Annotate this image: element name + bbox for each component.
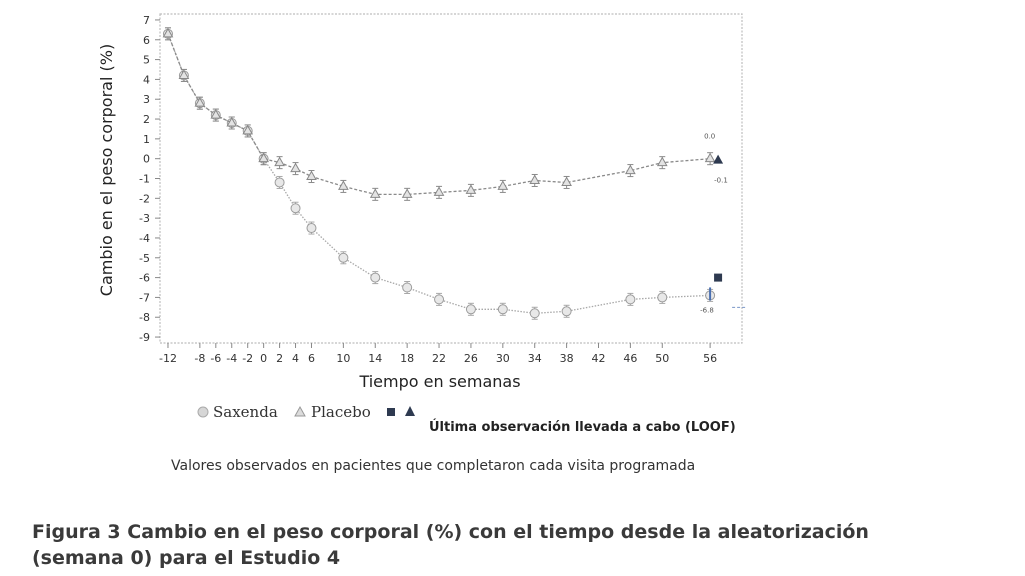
x-tick-label: 4 [292, 352, 299, 365]
x-tick-label: 18 [400, 352, 414, 365]
data-point-saxenda [338, 252, 349, 263]
data-point-saxenda [497, 304, 508, 315]
data-point-placebo [465, 184, 477, 194]
x-tick-label: 22 [432, 352, 446, 365]
legend-saxenda-marker [197, 406, 209, 418]
y-axis-label: Cambio en el peso corporal (%) [97, 44, 116, 296]
data-point-placebo [274, 156, 285, 167]
figure-title-line1: Figura 3 Cambio en el peso corporal (%) … [32, 521, 869, 543]
data-point-saxenda [625, 294, 636, 305]
data-point-placebo [656, 156, 668, 167]
data-point-placebo [226, 116, 238, 127]
x-tick-label: -6 [210, 352, 221, 365]
data-point-saxenda [370, 272, 381, 283]
data-point-saxenda [290, 203, 301, 214]
x-tick-label: 26 [464, 352, 478, 365]
data-point-placebo [242, 124, 254, 135]
x-tick-label: 42 [591, 352, 605, 365]
y-tick-label: -4 [139, 232, 150, 245]
y-tick-label: 0 [143, 153, 150, 166]
data-point-placebo [369, 188, 381, 198]
x-axis-label: Tiempo en semanas [358, 372, 520, 391]
figure-title: Figura 3 Cambio en el peso corporal (%) … [32, 519, 1017, 571]
data-point-placebo [401, 188, 413, 198]
y-tick-label: 4 [143, 73, 150, 86]
y-tick-label: 1 [143, 133, 150, 146]
x-tick-label: 50 [655, 352, 669, 365]
series-layer [162, 27, 716, 320]
x-axis-ticks: -12 -8 -6 -4 -2 0 2 4 6 10 14 18 22 26 30 34 38 42 46 50 56 [159, 343, 717, 365]
x-tick-label: 2 [276, 352, 283, 365]
annotations-layer: 0.0 -0.1 -6.8 [700, 133, 747, 314]
y-tick-label: 2 [143, 113, 150, 126]
legend-placebo-label: Placebo [311, 403, 371, 421]
y-tick-label: -6 [139, 272, 150, 285]
legend-saxenda-label: Saxenda [213, 403, 278, 421]
legend-loof-label: Última observación llevada a cabo (LOOF) [429, 419, 736, 435]
data-point-saxenda [657, 292, 668, 303]
data-point-placebo [704, 152, 716, 163]
data-point-saxenda [306, 223, 317, 234]
y-tick-label: -2 [139, 192, 150, 205]
data-point-placebo [162, 27, 174, 38]
x-tick-label: 46 [623, 352, 637, 365]
y-tick-label: 7 [143, 14, 150, 27]
x-tick-label: 14 [368, 352, 382, 365]
data-point-placebo [178, 69, 190, 79]
y-tick-label: 5 [143, 54, 150, 67]
x-tick-label: -4 [226, 352, 237, 365]
data-point-placebo [258, 152, 269, 163]
x-tick-label: -12 [159, 352, 177, 365]
y-tick-label: -1 [139, 173, 150, 186]
chart-caption: Valores observados en pacientes que comp… [171, 458, 696, 474]
x-tick-label: 34 [528, 352, 542, 365]
x-tick-label: 6 [308, 352, 315, 365]
y-tick-label: -9 [139, 331, 150, 344]
loof-point-saxenda [714, 273, 723, 282]
x-tick-label: 0 [260, 352, 267, 365]
y-axis-ticks: 7 6 5 4 3 2 1 0 -1 -2 -3 -4 -5 -6 -7 -8 -9 [139, 14, 160, 344]
data-point-placebo [194, 97, 206, 107]
legend: Saxenda Placebo Última observación lleva… [197, 403, 736, 435]
loof-point-placebo [713, 154, 724, 164]
data-point-placebo [497, 180, 509, 190]
legend-loof-square-marker [387, 408, 395, 416]
figure-title-line2: (semana 0) para el Estudio 4 [32, 547, 341, 569]
y-tick-label: 6 [143, 34, 150, 47]
placebo-end-annotation-top: 0.0 [704, 133, 715, 141]
x-tick-label: -8 [194, 352, 205, 365]
legend-loof-triangle-marker [405, 406, 415, 416]
x-tick-label: -2 [242, 352, 253, 365]
data-point-placebo [290, 162, 301, 173]
series-line-placebo [167, 33, 711, 196]
data-point-saxenda [465, 304, 476, 315]
plot-border [159, 13, 743, 344]
x-tick-label: 38 [560, 352, 574, 365]
data-point-placebo [306, 170, 317, 181]
y-tick-label: -7 [139, 291, 150, 304]
x-tick-label: 10 [336, 352, 350, 365]
x-tick-label: 56 [703, 352, 717, 365]
data-point-placebo [210, 109, 222, 119]
data-point-saxenda [434, 294, 445, 305]
data-point-placebo [625, 164, 636, 175]
data-point-saxenda [402, 282, 413, 293]
saxenda-end-annotation: -6.8 [700, 306, 714, 314]
y-tick-label: -8 [139, 311, 150, 324]
data-point-placebo [561, 176, 572, 186]
placebo-end-annotation-bottom: -0.1 [714, 177, 728, 185]
plot-frame [159, 13, 743, 344]
x-tick-label: 30 [496, 352, 510, 365]
legend-placebo-marker [294, 405, 306, 417]
data-point-placebo [529, 174, 541, 184]
data-point-saxenda [274, 177, 285, 188]
data-point-saxenda [561, 306, 572, 317]
y-tick-label: -5 [139, 252, 150, 265]
data-point-placebo [433, 186, 445, 196]
data-point-placebo [338, 180, 349, 190]
y-tick-label: 3 [143, 93, 150, 106]
data-point-saxenda [529, 308, 540, 319]
y-tick-label: -3 [139, 212, 150, 225]
